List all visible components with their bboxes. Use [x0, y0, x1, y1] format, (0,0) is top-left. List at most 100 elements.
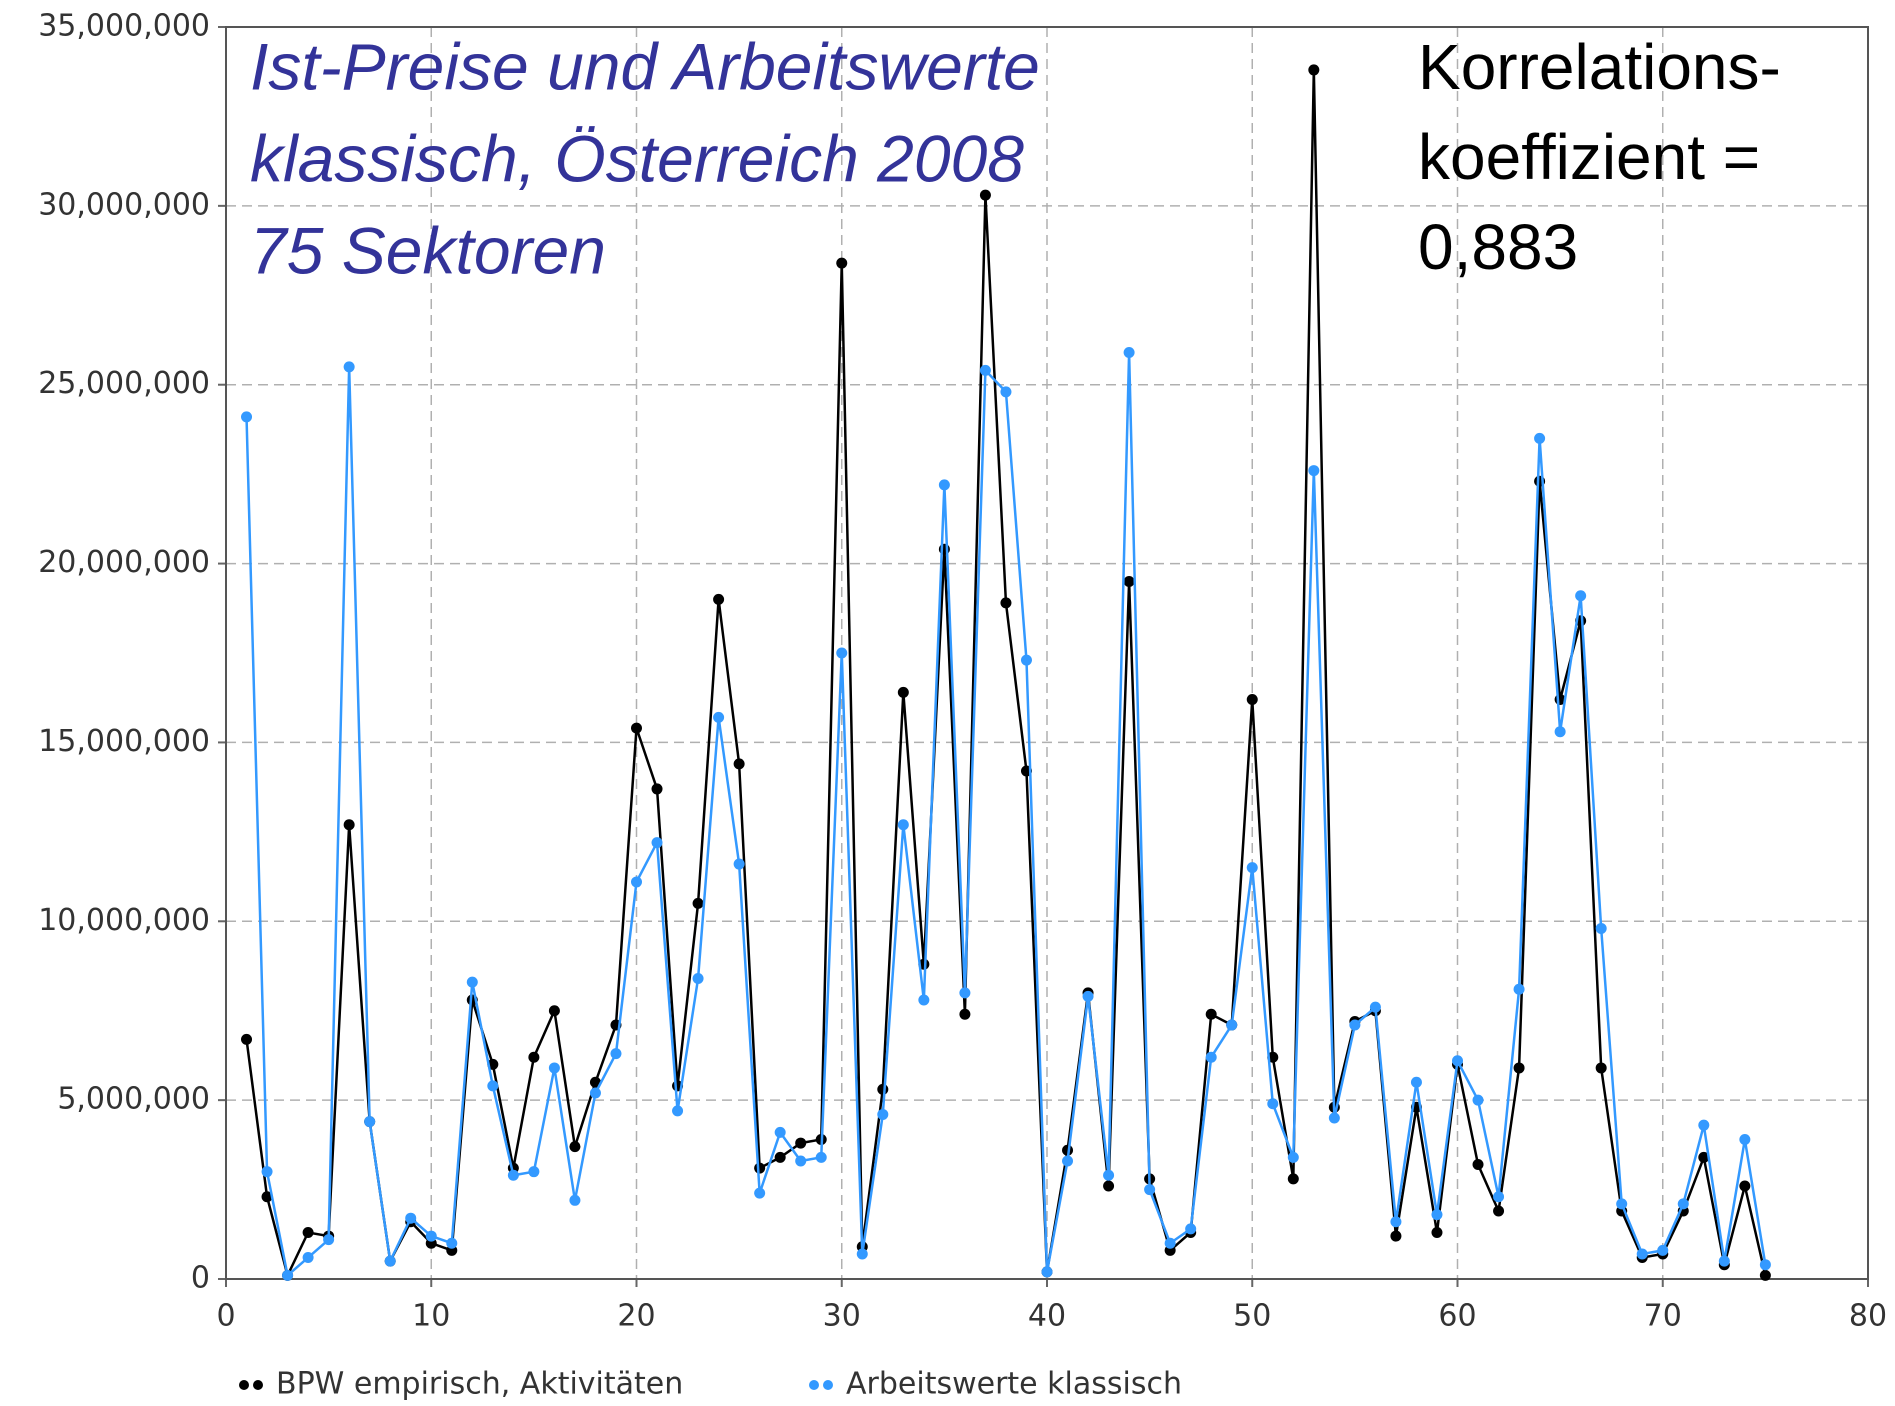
data-point: [1718, 1255, 1730, 1267]
data-point: [651, 837, 663, 849]
data-point: [343, 819, 355, 831]
data-point: [733, 758, 745, 770]
data-point: [1575, 590, 1587, 602]
data-point: [343, 361, 355, 373]
data-point: [384, 1255, 396, 1267]
data-point: [1123, 347, 1135, 359]
series-line: [245, 352, 1767, 1278]
data-point: [1000, 597, 1012, 609]
data-point: [959, 987, 971, 999]
y-tick-label: 5,000,000: [57, 1082, 210, 1117]
data-point: [938, 479, 950, 491]
data-point: [1616, 1198, 1628, 1210]
legend-marker: [823, 1380, 833, 1390]
data-point: [1431, 1226, 1443, 1238]
chart-title: 75 Sektoren: [250, 213, 606, 287]
data-point: [631, 722, 642, 734]
data-point: [323, 1234, 335, 1246]
data-point: [487, 1080, 499, 1092]
x-tick-label: 80: [1849, 1299, 1887, 1334]
data-point: [959, 1008, 971, 1020]
data-point: [425, 1230, 437, 1242]
data-point: [651, 783, 663, 795]
data-point: [241, 411, 253, 423]
data-point: [1246, 862, 1258, 874]
data-point: [1452, 1055, 1463, 1067]
x-tick-label: 20: [617, 1299, 655, 1334]
data-point: [1554, 726, 1566, 738]
data-point: [261, 1191, 273, 1203]
data-point: [1472, 1094, 1484, 1106]
legend-marker: [809, 1380, 819, 1390]
x-tick-label: 60: [1438, 1299, 1476, 1334]
legend-marker: [239, 1380, 249, 1390]
data-point: [1493, 1205, 1505, 1217]
data-point: [1308, 64, 1320, 76]
data-point: [302, 1252, 314, 1264]
data-point: [1698, 1151, 1710, 1163]
legend-label: Arbeitswerte klassisch: [846, 1367, 1182, 1402]
data-point: [815, 1151, 827, 1163]
data-point: [877, 1108, 889, 1120]
data-point: [1657, 1244, 1669, 1256]
data-point: [1144, 1184, 1156, 1196]
data-point: [795, 1137, 807, 1149]
data-point: [1390, 1230, 1402, 1242]
data-point: [1759, 1269, 1771, 1281]
data-point: [446, 1237, 458, 1249]
data-point: [1759, 1259, 1771, 1271]
data-point: [1062, 1155, 1074, 1167]
annotation: Korrelations-: [1418, 31, 1781, 103]
x-tick-label: 50: [1233, 1299, 1271, 1334]
data-point: [692, 973, 704, 985]
data-point: [877, 1083, 889, 1095]
data-point: [466, 976, 478, 988]
data-point: [1739, 1180, 1751, 1192]
y-tick-label: 25,000,000: [38, 366, 210, 401]
data-point: [528, 1166, 540, 1178]
data-point: [610, 1048, 622, 1060]
y-tick-label: 30,000,000: [38, 187, 210, 222]
data-point: [364, 1116, 376, 1128]
data-point: [1246, 694, 1258, 706]
x-tick-label: 40: [1028, 1299, 1066, 1334]
data-point: [918, 994, 930, 1006]
data-point: [672, 1105, 684, 1117]
annotation: koeffizient =: [1418, 121, 1760, 193]
y-tick-label: 20,000,000: [38, 545, 210, 580]
x-tick-label: 10: [412, 1299, 450, 1334]
data-point: [589, 1076, 601, 1088]
data-point: [569, 1141, 581, 1153]
data-point: [979, 364, 991, 376]
data-point: [405, 1212, 417, 1224]
x-tick-label: 30: [823, 1299, 861, 1334]
data-point: [733, 858, 745, 870]
data-point: [1739, 1133, 1751, 1145]
data-point: [1472, 1159, 1484, 1171]
chart-title: klassisch, Österreich 2008: [250, 121, 1024, 195]
data-point: [548, 1005, 560, 1017]
data-point: [302, 1226, 314, 1238]
data-point: [569, 1194, 581, 1206]
data-point: [1493, 1191, 1505, 1203]
y-tick-label: 10,000,000: [38, 903, 210, 938]
data-point: [754, 1187, 766, 1199]
data-point: [1595, 922, 1607, 934]
plot-frame: [225, 26, 1869, 1280]
data-point: [1698, 1119, 1710, 1131]
data-point: [282, 1269, 294, 1281]
data-point: [774, 1151, 786, 1163]
data-point: [774, 1126, 786, 1138]
data-point: [1308, 465, 1320, 477]
annotation: 0,883: [1418, 211, 1578, 283]
data-point: [1513, 983, 1525, 995]
data-point: [1349, 1019, 1361, 1031]
data-point: [713, 593, 725, 605]
data-point: [1103, 1169, 1115, 1181]
data-point: [1041, 1266, 1053, 1278]
data-point: [1226, 1019, 1238, 1031]
data-point: [1205, 1008, 1217, 1020]
data-point: [692, 897, 704, 909]
data-point: [1390, 1216, 1402, 1228]
